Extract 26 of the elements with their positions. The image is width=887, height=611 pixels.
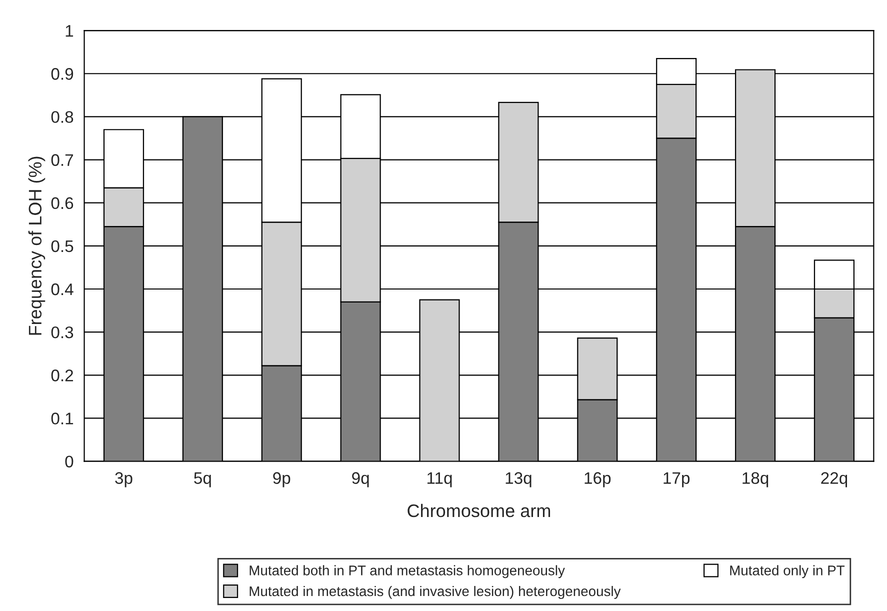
y-tick-label: 0.6 bbox=[51, 197, 74, 210]
y-tick-label: 0.9 bbox=[51, 68, 74, 80]
x-tick-label: 13q bbox=[506, 472, 532, 488]
legend-label: Mutated in metastasis (and invasive lesion) heterogeneously bbox=[250, 586, 621, 599]
y-tick-label: 0.4 bbox=[51, 283, 74, 296]
y-tick-label: 0.3 bbox=[51, 326, 74, 338]
y-tick-label: 0 bbox=[65, 456, 74, 468]
y-tick-label: 0.1 bbox=[51, 412, 74, 424]
x-tick-label: 17p bbox=[664, 472, 690, 488]
y-tick-label: 0.2 bbox=[51, 370, 74, 382]
y-tick-label: 1 bbox=[66, 25, 74, 37]
x-axis-title: Chromosome arm bbox=[408, 504, 550, 518]
x-tick-label: 22q bbox=[821, 472, 848, 488]
x-tick-label: 18q bbox=[742, 472, 768, 488]
y-tick-label: 0.7 bbox=[51, 154, 74, 166]
y-tick-label: 0.5 bbox=[51, 240, 74, 252]
x-tick-label: 3p bbox=[115, 472, 132, 488]
x-tick-label: 5q bbox=[194, 472, 211, 488]
y-axis-title: Frequency of LOH (%) bbox=[28, 156, 46, 335]
y-tick-label: 0.8 bbox=[51, 111, 74, 123]
legend-label: Mutated both in PT and metastasis homogeneously bbox=[250, 565, 565, 578]
x-tick-label: 9q bbox=[352, 472, 369, 488]
x-tick-label: 9p bbox=[273, 472, 290, 488]
x-tick-label: 16p bbox=[584, 472, 611, 488]
x-tick-label: 11q bbox=[427, 472, 452, 488]
legend-label: Mutated only in PT bbox=[730, 565, 845, 578]
